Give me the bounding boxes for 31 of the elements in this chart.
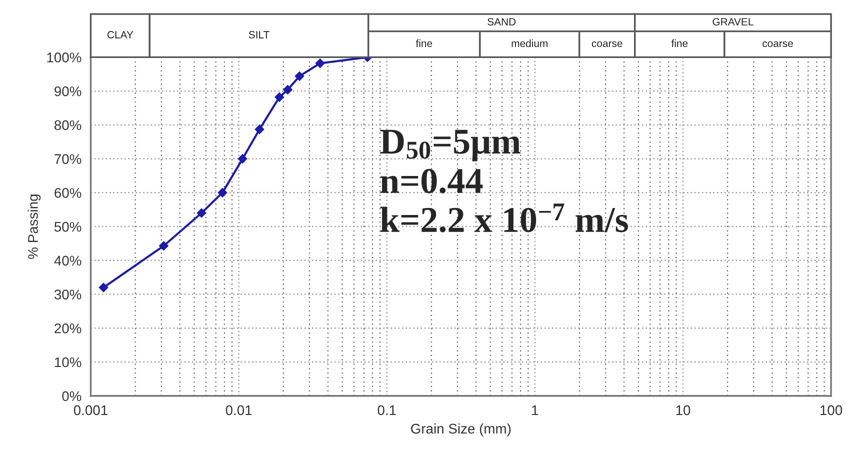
y-tick-label: 70%: [54, 154, 82, 164]
annotation: D$_{50}$=5μm: [380, 130, 520, 162]
y-tick-label: 50%: [54, 222, 82, 232]
y-tick-label: 0%: [62, 391, 82, 402]
x-tick-label: 0.01: [226, 405, 252, 416]
y-tick-label: 90%: [54, 86, 82, 96]
y-axis-title: % Passing: [28, 194, 41, 259]
x-tick-label: 0.001: [74, 405, 108, 416]
text: fine: [416, 39, 432, 48]
y-tick-label: 80%: [54, 120, 82, 130]
text: coarse: [762, 41, 793, 48]
y-tick-label: 10%: [54, 357, 82, 368]
y-tick-label: 30%: [54, 290, 82, 300]
y-tick-label: 20%: [54, 323, 82, 334]
text: SAND: [488, 18, 516, 26]
text: SILT: [248, 31, 270, 38]
text: CLAY: [108, 31, 134, 38]
text: coarse: [592, 41, 622, 48]
y-tick-label: 60%: [54, 188, 82, 198]
y-tick-label: 40%: [54, 256, 82, 266]
text: medium: [512, 39, 548, 48]
text: fine: [671, 39, 688, 48]
x-tick-label: 100: [820, 405, 842, 416]
x-tick-label: 10: [676, 405, 690, 416]
annotation: n=0.44: [380, 168, 483, 194]
text: GRAVEL: [712, 18, 754, 26]
annotation: k=2.2 x 10$^{−7}$ m/s: [380, 204, 628, 232]
x-tick-label: 1: [532, 405, 538, 415]
x-axis-title: Grain Size (mm): [411, 423, 511, 436]
x-tick-label: 0.1: [378, 405, 396, 416]
y-tick-label: 100%: [47, 52, 82, 62]
